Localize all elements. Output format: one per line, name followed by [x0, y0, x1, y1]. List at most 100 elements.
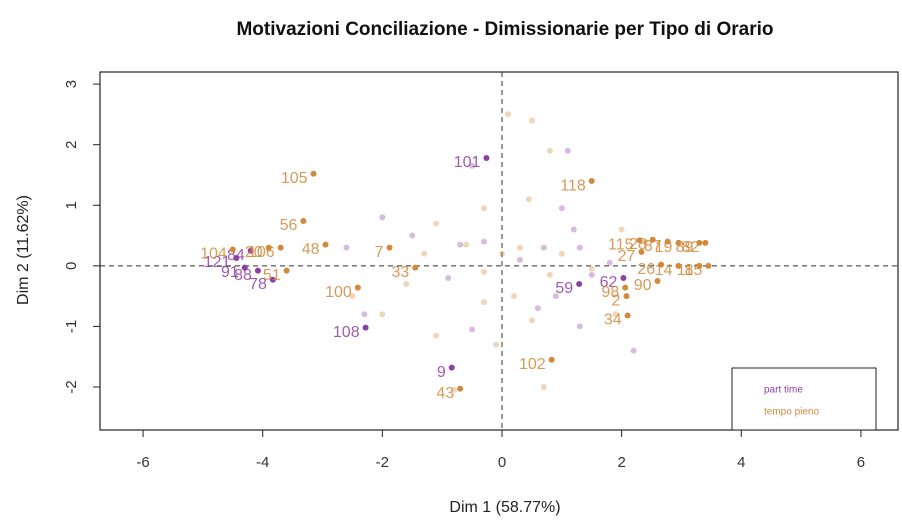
- y-tick-label: 0: [63, 262, 80, 270]
- point-label: 104: [200, 246, 227, 263]
- point: [638, 248, 645, 255]
- point: [675, 262, 682, 269]
- point-label: 51: [263, 267, 281, 284]
- point: [612, 311, 619, 318]
- x-tick-label: -4: [256, 454, 269, 471]
- x-tick-label: 0: [498, 454, 506, 471]
- point: [349, 293, 356, 300]
- legend-box: [731, 367, 877, 431]
- point: [525, 196, 532, 203]
- point: [705, 262, 712, 269]
- point: [451, 387, 458, 394]
- point-label: 33: [391, 264, 409, 281]
- point: [540, 383, 547, 390]
- point: [483, 155, 490, 162]
- y-tick-label: 1: [63, 201, 80, 209]
- point-label: 26: [637, 261, 655, 278]
- point: [448, 364, 455, 371]
- point-label: 59: [555, 280, 573, 297]
- point-label: 11: [677, 262, 694, 279]
- point: [588, 271, 595, 278]
- point: [300, 218, 307, 225]
- point: [379, 311, 386, 318]
- x-tick-label: 2: [617, 454, 625, 471]
- point-label: 82: [682, 239, 700, 256]
- point: [664, 238, 671, 245]
- point: [649, 236, 656, 243]
- point: [498, 250, 505, 257]
- point: [558, 205, 565, 212]
- point: [576, 281, 583, 288]
- point: [636, 237, 643, 244]
- point: [696, 239, 703, 246]
- point: [642, 238, 649, 245]
- point: [570, 226, 577, 233]
- plot-frame: [99, 71, 899, 431]
- point: [283, 267, 290, 274]
- point: [481, 299, 488, 306]
- point: [588, 265, 595, 272]
- point: [457, 241, 464, 248]
- point-label: 27: [618, 248, 636, 265]
- legend-label: tempo pieno: [764, 407, 819, 418]
- point-label: 85: [685, 262, 703, 279]
- point: [269, 276, 276, 283]
- point: [576, 323, 583, 330]
- point-label: 115: [608, 237, 634, 254]
- x-tick-label: -2: [376, 454, 389, 471]
- point-label: 105: [281, 170, 308, 187]
- point: [354, 284, 361, 291]
- point: [409, 232, 416, 239]
- point: [558, 250, 565, 257]
- point: [493, 341, 500, 348]
- point-label: 98: [601, 284, 619, 301]
- point: [528, 317, 535, 324]
- point: [548, 356, 555, 363]
- point: [469, 326, 476, 333]
- point: [343, 244, 350, 251]
- chart-title: Motivazioni Conciliazione - Dimissionari…: [236, 19, 773, 40]
- point: [654, 277, 661, 284]
- point: [265, 244, 272, 251]
- point: [516, 256, 523, 263]
- point: [421, 250, 428, 257]
- x-tick-label: 4: [737, 454, 745, 471]
- point-label: 108: [333, 324, 360, 341]
- point-label: 43: [436, 385, 454, 402]
- point: [412, 264, 419, 271]
- point: [546, 271, 553, 278]
- point: [361, 311, 368, 318]
- point: [516, 244, 523, 251]
- point: [622, 284, 629, 291]
- point: [702, 239, 709, 246]
- point: [386, 244, 393, 251]
- point-label: 28: [629, 236, 647, 253]
- point: [241, 264, 248, 271]
- x-axis-label: Dim 1 (58.77%): [449, 499, 560, 516]
- point-label: 88: [234, 267, 252, 284]
- point: [552, 293, 559, 300]
- point: [403, 281, 410, 288]
- point: [254, 267, 261, 274]
- x-tick-label: -6: [136, 454, 149, 471]
- point: [620, 274, 627, 281]
- point: [576, 244, 583, 251]
- point: [510, 293, 517, 300]
- point: [528, 117, 535, 124]
- point: [229, 246, 236, 253]
- point: [310, 170, 317, 177]
- point: [618, 226, 625, 233]
- point-label: 118: [560, 177, 586, 194]
- point-label: 56: [280, 217, 298, 234]
- point-label: 106: [248, 244, 275, 261]
- point-label: 34: [604, 312, 622, 329]
- point: [277, 244, 284, 251]
- point: [481, 268, 488, 275]
- point-label: 101: [454, 154, 481, 171]
- point: [233, 254, 240, 261]
- point-label: 62: [600, 274, 618, 291]
- point-label: 100: [325, 284, 352, 301]
- point-label: 7: [375, 244, 384, 261]
- point: [658, 261, 665, 268]
- point: [481, 238, 488, 245]
